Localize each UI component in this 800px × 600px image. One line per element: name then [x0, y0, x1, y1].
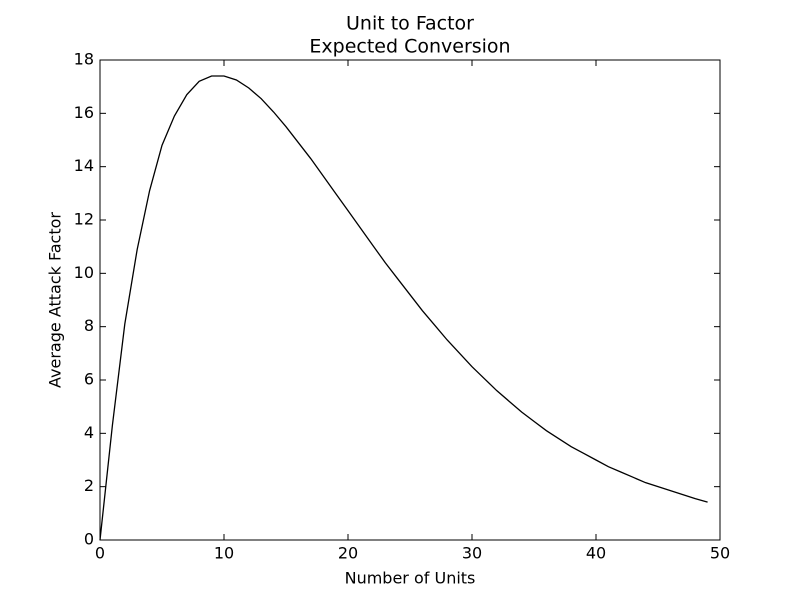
y-tick-label: 8	[84, 316, 94, 335]
y-tick-label: 2	[84, 476, 94, 495]
x-tick-label: 30	[462, 544, 482, 563]
y-tick-label: 0	[84, 530, 94, 549]
y-tick-label: 12	[74, 210, 94, 229]
y-tick-label: 18	[74, 50, 94, 69]
chart-title: Expected Conversion	[309, 36, 510, 58]
y-axis-label: Average Attack Factor	[46, 212, 65, 388]
x-axis-label: Number of Units	[345, 569, 476, 588]
x-tick-label: 50	[710, 544, 730, 563]
y-tick-label: 10	[74, 263, 94, 282]
x-tick-label: 0	[95, 544, 105, 563]
y-tick-label: 6	[84, 370, 94, 389]
x-tick-label: 20	[338, 544, 358, 563]
y-tick-label: 14	[74, 156, 94, 175]
data-line	[99, 75, 708, 541]
chart-title: Unit to Factor	[346, 13, 474, 35]
y-tick-label: 4	[84, 423, 94, 442]
x-tick-label: 40	[586, 544, 606, 563]
x-tick-label: 10	[214, 544, 234, 563]
y-tick-label: 16	[74, 103, 94, 122]
plot-frame	[99, 59, 721, 541]
